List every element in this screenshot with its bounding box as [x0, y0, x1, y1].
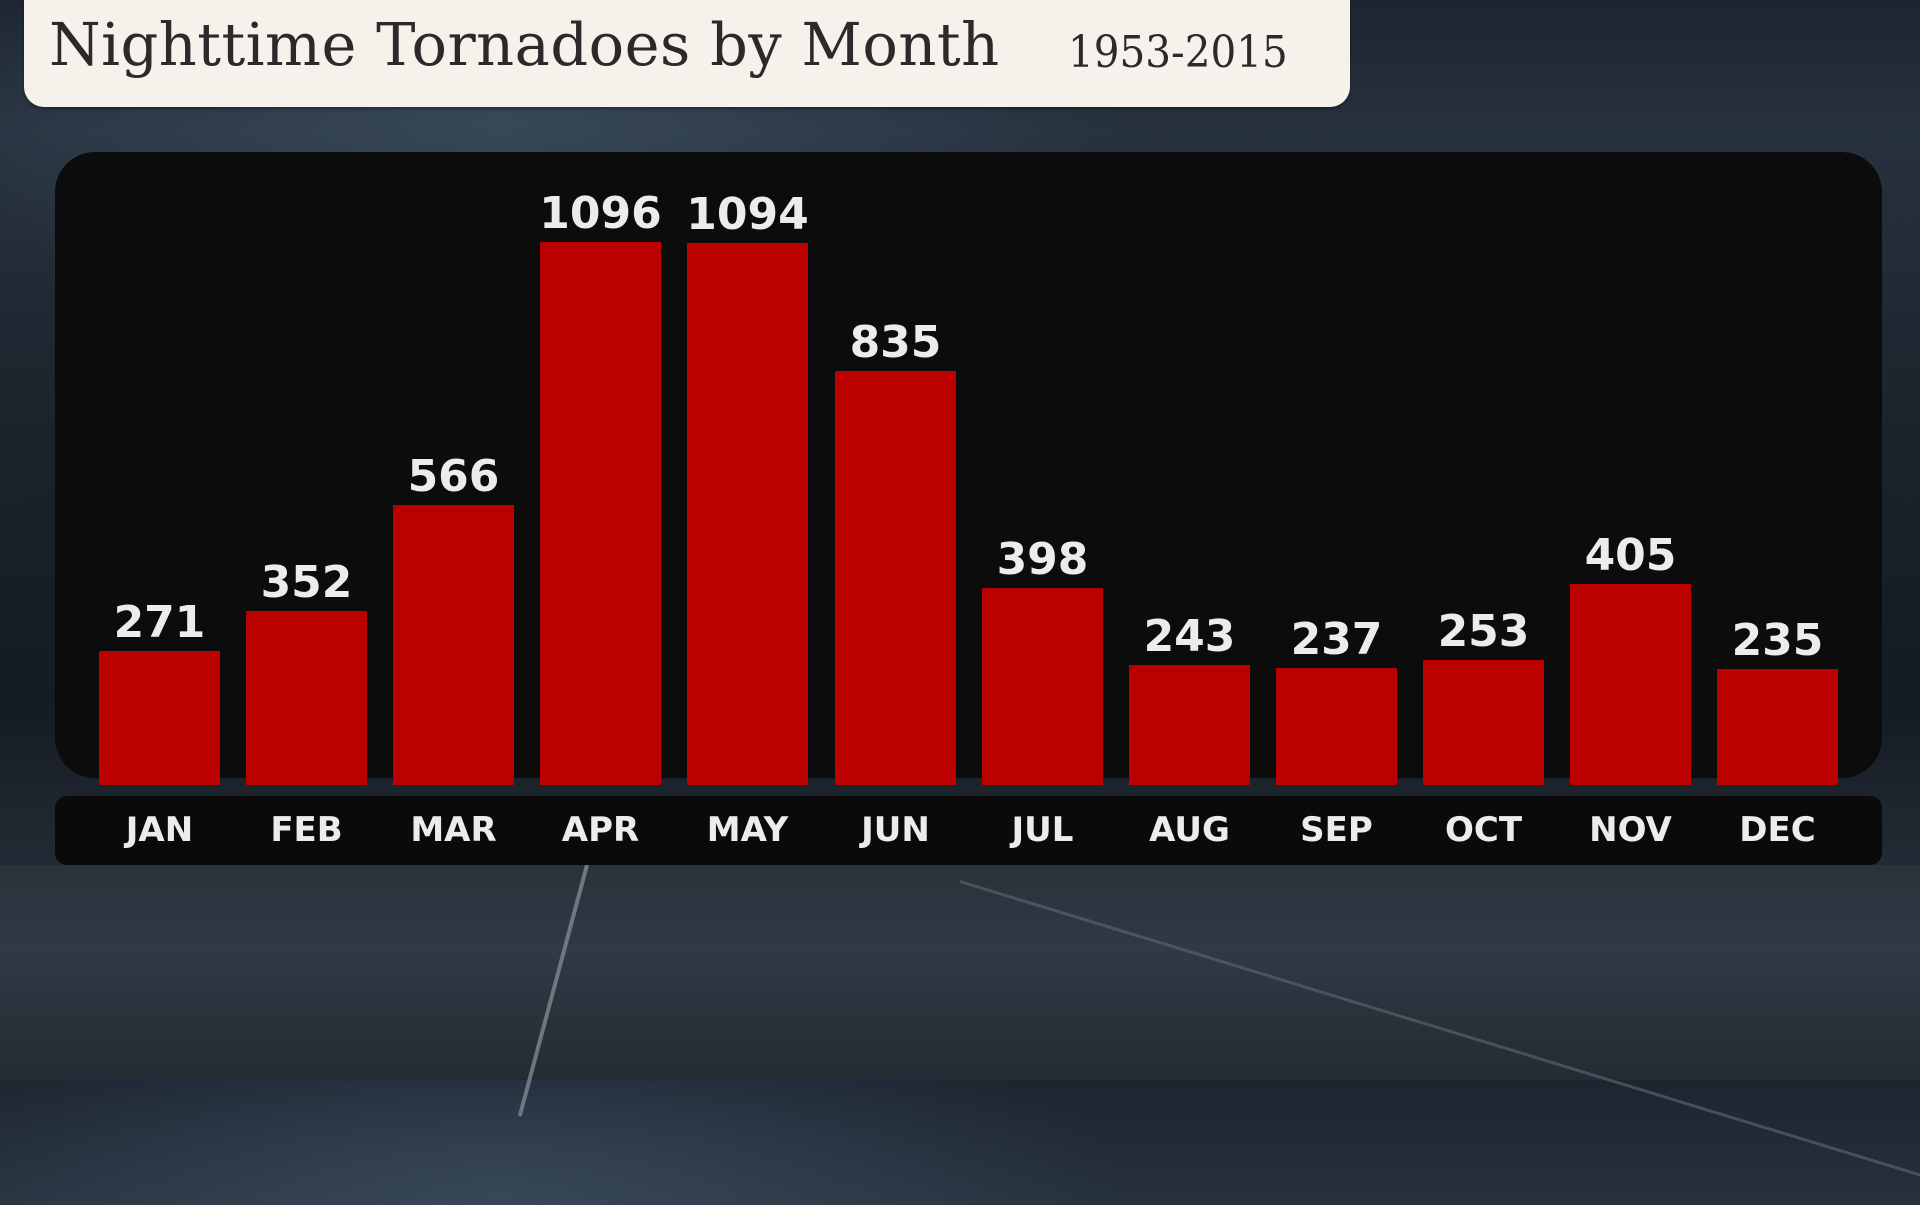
month-label-aug: AUG	[1149, 810, 1230, 850]
bar-value-label: 235	[1731, 615, 1824, 666]
month-label-may: MAY	[706, 810, 789, 850]
bar-value-label: 835	[849, 317, 942, 368]
bar-value-label: 237	[1290, 614, 1383, 665]
bar-value-label: 398	[996, 534, 1089, 585]
bar-jan	[99, 651, 220, 785]
month-label-apr: APR	[561, 810, 640, 850]
month-label-mar: MAR	[410, 810, 497, 850]
bar-value-label: 566	[407, 451, 500, 502]
month-label-strip	[55, 796, 1882, 865]
bar-value-label: 253	[1437, 606, 1530, 657]
title-banner: Nighttime Tornadoes by Month 1953-2015	[24, 0, 1350, 107]
month-label-sep: SEP	[1300, 810, 1373, 850]
month-label-jun: JUN	[861, 810, 930, 850]
bar-apr	[540, 242, 661, 785]
bar-value-label: 271	[113, 597, 206, 648]
bar-may	[687, 243, 808, 785]
bar-jul	[982, 588, 1103, 785]
bar-feb	[246, 611, 367, 785]
bar-value-label: 405	[1584, 530, 1677, 581]
month-label-jul: JUL	[1011, 810, 1074, 850]
bar-value-label: 1096	[539, 188, 662, 239]
chart-subtitle-years: 1953-2015	[1068, 27, 1288, 78]
bar-mar	[393, 505, 514, 785]
bar-dec	[1717, 669, 1838, 785]
month-label-jan: JAN	[125, 810, 194, 850]
month-label-nov: NOV	[1589, 810, 1672, 850]
month-label-oct: OCT	[1444, 810, 1523, 850]
bar-value-label: 352	[260, 557, 353, 608]
bar-aug	[1129, 665, 1250, 785]
month-label-feb: FEB	[270, 810, 343, 850]
bar-oct	[1423, 660, 1544, 785]
bar-value-label: 1094	[686, 189, 809, 240]
background-road	[0, 865, 1920, 1080]
bar-nov	[1570, 584, 1691, 785]
bar-sep	[1276, 668, 1397, 785]
bar-jun	[835, 371, 956, 785]
bar-value-label: 243	[1143, 611, 1236, 662]
chart-title: Nighttime Tornadoes by Month	[49, 10, 1000, 79]
month-label-dec: DEC	[1739, 810, 1816, 850]
